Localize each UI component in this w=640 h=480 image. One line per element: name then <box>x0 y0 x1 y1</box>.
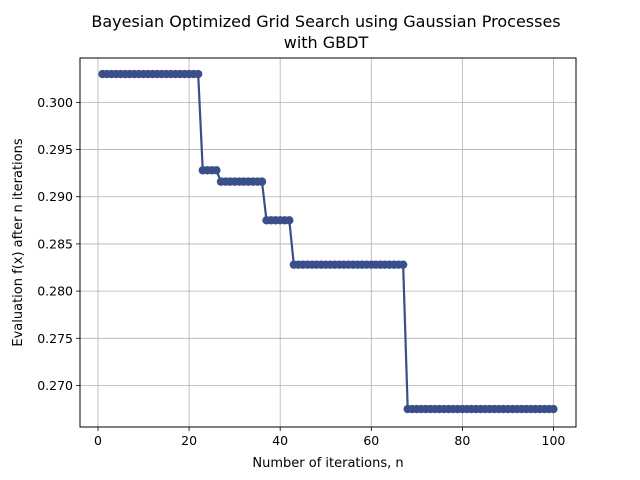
y-tick-label: 0.290 <box>37 189 73 204</box>
data-point <box>398 260 408 269</box>
data-point <box>193 69 203 79</box>
data-point <box>257 177 267 186</box>
x-tick-label: 40 <box>272 433 288 448</box>
chart-title-line1: Bayesian Optimized Grid Search using Gau… <box>91 12 560 31</box>
x-tick-label: 0 <box>94 433 102 448</box>
chart-title-line2: with GBDT <box>284 33 369 52</box>
data-point <box>285 216 294 225</box>
data-series <box>98 69 558 414</box>
plot-frame <box>79 57 577 428</box>
x-tick-label: 20 <box>181 433 197 448</box>
x-tick-label: 80 <box>454 433 470 448</box>
y-tick-label: 0.285 <box>37 236 73 251</box>
y-axis-label: Evaluation f(x) after n iterations <box>11 138 26 346</box>
y-tick-label: 0.280 <box>37 284 73 299</box>
x-tick-label: 100 <box>542 433 566 448</box>
y-tick-label: 0.295 <box>37 142 73 157</box>
x-tick-label: 60 <box>363 433 379 448</box>
data-point <box>549 404 558 414</box>
ticks: 0 20 40 60 80 100 0.270 0.275 0.280 0.285 0.290 0.2… <box>37 95 565 448</box>
data-point <box>212 166 221 175</box>
grid <box>80 58 576 427</box>
y-tick-label: 0.270 <box>37 378 73 393</box>
y-tick-label: 0.300 <box>37 95 73 110</box>
x-axis-label: Number of iterations, n <box>252 456 403 471</box>
y-tick-label: 0.275 <box>37 331 73 346</box>
